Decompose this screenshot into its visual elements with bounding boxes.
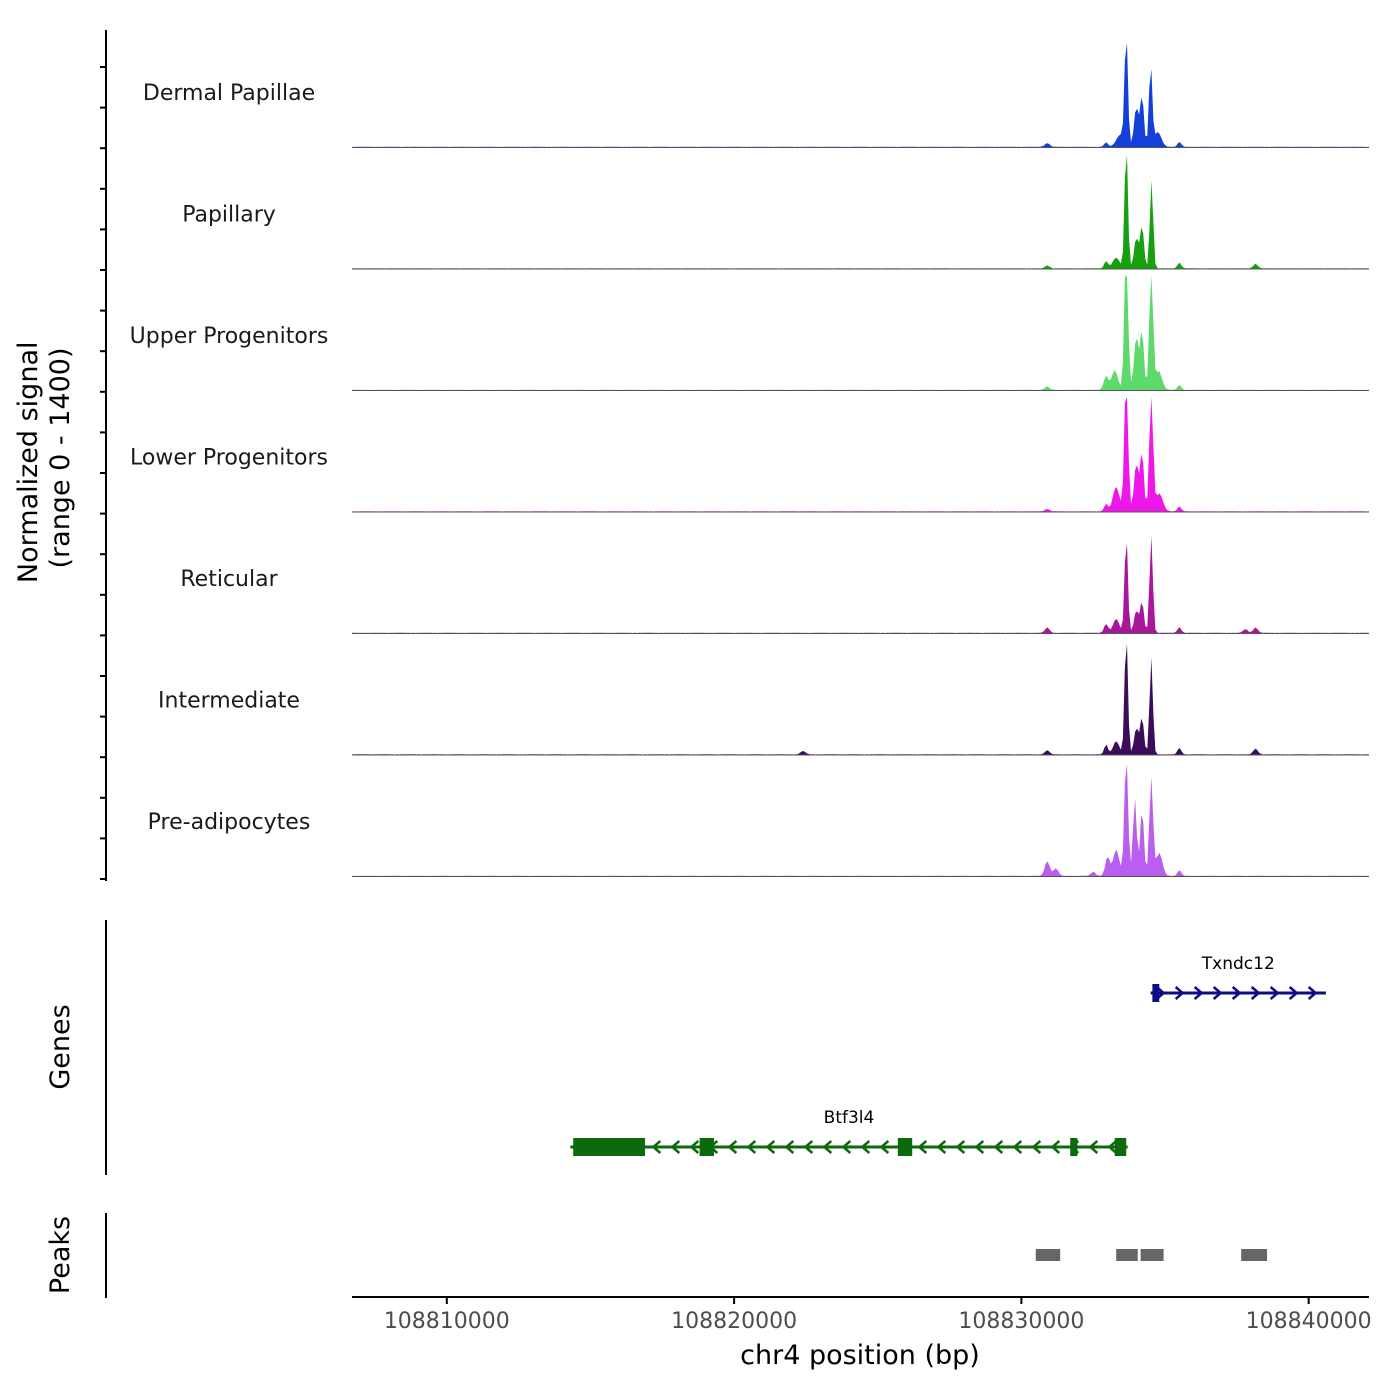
strand-arrow (803, 1140, 814, 1154)
strand-arrow (1012, 1140, 1023, 1154)
signal-area (352, 397, 1369, 512)
peak-region (1241, 1249, 1268, 1261)
track-label: Pre-adipocytes (148, 810, 311, 835)
strand-arrow (1212, 986, 1223, 1000)
strand-arrow (993, 1140, 1004, 1154)
track-label: Upper Progenitors (130, 324, 329, 349)
peak-region (1116, 1249, 1138, 1261)
signal-area (352, 763, 1369, 877)
gene-label: Txndc12 (1201, 954, 1275, 974)
y-axis-title: Normalized signal (range 0 - 1400) (13, 333, 76, 583)
strand-arrow (784, 1140, 795, 1154)
strand-arrow (822, 1140, 833, 1154)
x-tick-label: 108840000 (1246, 1309, 1372, 1334)
strand-arrow (1231, 986, 1242, 1000)
signal-tracks: Dermal Papillae Papillary Upper Progenitor… (130, 42, 1369, 877)
x-axis-title: chr4 position (bp) (740, 1340, 980, 1371)
peaks-panel-title: Peaks (45, 1216, 76, 1294)
strand-arrow (1088, 1140, 1099, 1154)
strand-arrow (1031, 1140, 1042, 1154)
track-label: Intermediate (158, 689, 300, 714)
strand-arrow (974, 1140, 985, 1154)
peak-region (1140, 1249, 1164, 1261)
track-reticular: Reticular (180, 535, 1369, 634)
track-label: Reticular (180, 567, 278, 592)
gene-label: Btf3l4 (824, 1108, 875, 1128)
strand-arrow (670, 1140, 681, 1154)
x-tick-label: 108810000 (384, 1309, 510, 1334)
track-pre-adipocytes: Pre-adipocytes (148, 763, 1369, 877)
genes-panel-title: Genes (45, 1004, 76, 1089)
strand-arrow (860, 1140, 871, 1154)
peak-region (1035, 1249, 1061, 1261)
strand-arrow (727, 1140, 738, 1154)
gene-exon (699, 1138, 714, 1156)
y-axis-title-line-1: Normalized signal (13, 342, 44, 584)
gene-txndc12: Txndc12 (1150, 954, 1326, 1002)
track-label: Dermal Papillae (143, 81, 315, 106)
strand-arrow (1174, 986, 1185, 1000)
strand-arrow (1107, 1140, 1118, 1154)
strand-arrow (936, 1140, 947, 1154)
strand-arrow (1193, 986, 1204, 1000)
strand-arrow (1288, 986, 1299, 1000)
track-intermediate: Intermediate (158, 643, 1369, 756)
signal-area (352, 643, 1369, 755)
signal-area (352, 42, 1369, 148)
strand-arrow (1250, 986, 1261, 1000)
track-upper-progenitors: Upper Progenitors (130, 275, 1369, 391)
track-label: Lower Progenitors (130, 446, 328, 471)
strand-arrow (1307, 986, 1318, 1000)
gene-exon (897, 1138, 913, 1156)
signal-area (352, 154, 1369, 269)
gene-exon (573, 1138, 646, 1156)
strand-arrow (1050, 1140, 1061, 1154)
signal-area (352, 535, 1369, 634)
genes-panel: Txndc12 Btf3l4 (570, 954, 1326, 1156)
x-tick-label: 108830000 (958, 1309, 1084, 1334)
gene-exon (1152, 984, 1160, 1002)
strand-arrow (689, 1140, 700, 1154)
strand-arrow (917, 1140, 928, 1154)
x-tick-label: 108820000 (671, 1309, 797, 1334)
gene-exon (1114, 1138, 1127, 1156)
track-label: Papillary (182, 203, 276, 228)
signal-area (352, 275, 1369, 391)
gene-exon (1070, 1138, 1078, 1156)
y-axis-title-line-2: (range 0 - 1400) (45, 348, 76, 569)
signal-y-axis-ticks (100, 66, 106, 880)
peaks-panel (1035, 1249, 1268, 1261)
track-lower-progenitors: Lower Progenitors (130, 397, 1369, 513)
strand-arrow (841, 1140, 852, 1154)
strand-arrow (746, 1140, 757, 1154)
strand-arrow (765, 1140, 776, 1154)
strand-arrow (651, 1140, 662, 1154)
strand-arrow (879, 1140, 890, 1154)
x-axis-ticks: 108810000 108820000 108830000 108840000 (384, 1297, 1372, 1334)
strand-arrow (955, 1140, 966, 1154)
track-papillary: Papillary (182, 154, 1369, 270)
track-dermal-papillae: Dermal Papillae (143, 42, 1369, 148)
strand-arrow (1269, 986, 1280, 1000)
gene-btf3l4: Btf3l4 (570, 1108, 1128, 1156)
